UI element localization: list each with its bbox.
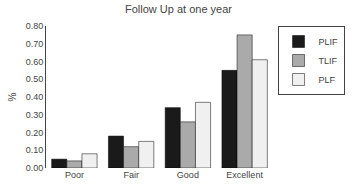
- svg-text:0.70: 0.70: [26, 39, 44, 49]
- svg-text:PLF: PLF: [319, 75, 336, 85]
- svg-text:0.80: 0.80: [26, 21, 44, 31]
- svg-text:Fair: Fair: [123, 170, 139, 180]
- svg-text:0.20: 0.20: [26, 128, 44, 138]
- svg-text:Poor: Poor: [65, 170, 84, 180]
- svg-text:0.60: 0.60: [26, 57, 44, 67]
- svg-text:%: %: [7, 92, 18, 101]
- svg-text:0.50: 0.50: [26, 74, 44, 84]
- svg-text:0.40: 0.40: [26, 92, 44, 102]
- svg-text:Follow Up at one year: Follow Up at one year: [125, 3, 232, 15]
- svg-text:0.10: 0.10: [26, 145, 44, 155]
- svg-text:0.00: 0.00: [26, 163, 44, 173]
- svg-text:TLIF: TLIF: [319, 56, 338, 66]
- svg-text:Good: Good: [177, 170, 199, 180]
- svg-text:Excellent: Excellent: [226, 170, 263, 180]
- svg-text:0.30: 0.30: [26, 110, 44, 120]
- svg-text:PLIF: PLIF: [319, 37, 339, 47]
